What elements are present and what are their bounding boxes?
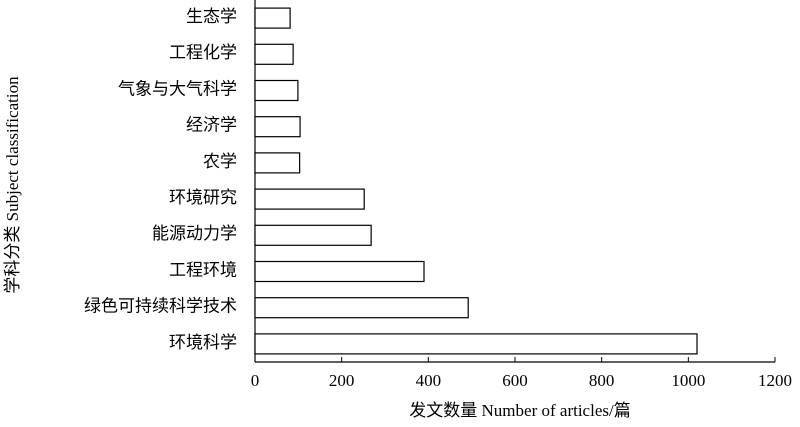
y-tick-label: 农学 <box>203 152 237 171</box>
x-tick-label: 1000 <box>671 371 705 390</box>
y-axis-label: 学科分类 Subject classification <box>3 76 22 294</box>
x-tick-label: 0 <box>251 371 260 390</box>
bar <box>254 260 425 283</box>
bar <box>254 79 299 102</box>
y-tick-label: 工程环境 <box>169 260 237 279</box>
bar <box>254 297 469 319</box>
bar <box>254 188 365 210</box>
y-tick-label: 环境科学 <box>169 333 237 352</box>
x-tick-label: 200 <box>329 371 355 390</box>
bar <box>254 7 291 29</box>
bar <box>254 152 301 174</box>
bar <box>254 43 294 65</box>
y-tick-label: 工程化学 <box>169 43 237 62</box>
y-tick-label: 能源动力学 <box>152 224 237 243</box>
bar <box>254 333 698 355</box>
y-tick-label: 绿色可持续科学技术 <box>84 297 237 316</box>
x-tick-label: 400 <box>416 371 442 390</box>
x-axis-label: 发文数量 Number of articles/篇 <box>409 401 630 420</box>
x-tick-label: 600 <box>502 371 528 390</box>
y-tick-label: 气象与大气科学 <box>118 79 237 98</box>
bar <box>254 224 372 246</box>
x-tick-label: 1200 <box>758 371 792 390</box>
y-tick-label: 环境研究 <box>169 188 237 207</box>
x-tick-label: 800 <box>589 371 615 390</box>
y-tick-label: 生态学 <box>186 7 237 26</box>
bar <box>254 116 301 138</box>
y-tick-label: 经济学 <box>186 116 237 135</box>
